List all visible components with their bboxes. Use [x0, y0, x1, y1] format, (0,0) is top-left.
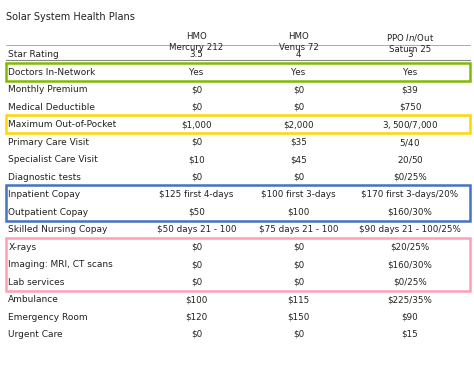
Text: $160/30%: $160/30% — [388, 260, 432, 269]
Text: $50: $50 — [188, 208, 205, 217]
Bar — [6, 115, 470, 134]
Text: $0: $0 — [293, 243, 304, 252]
Text: 3.5: 3.5 — [190, 50, 203, 59]
Text: $90 days 21 - 100/25%: $90 days 21 - 100/25% — [359, 225, 461, 234]
Text: Ambulance: Ambulance — [9, 295, 59, 304]
Text: $2,000: $2,000 — [283, 120, 314, 129]
Text: $20/$50: $20/$50 — [397, 154, 423, 165]
Text: $3,500/$7,000: $3,500/$7,000 — [382, 119, 438, 131]
Text: $120: $120 — [185, 313, 208, 321]
Text: Maximum Out-of-Pocket: Maximum Out-of-Pocket — [9, 120, 117, 129]
Text: HMO
Mercury 212: HMO Mercury 212 — [169, 32, 224, 52]
Text: $115: $115 — [287, 295, 310, 304]
Text: $0: $0 — [293, 277, 304, 287]
Bar — [6, 185, 470, 221]
Text: $20/25%: $20/25% — [391, 243, 429, 252]
Text: 4: 4 — [296, 50, 301, 59]
Text: Star Rating: Star Rating — [9, 50, 59, 59]
Text: Solar System Health Plans: Solar System Health Plans — [6, 12, 135, 22]
Text: $1,000: $1,000 — [181, 120, 212, 129]
Text: X-rays: X-rays — [9, 243, 36, 252]
Text: $100: $100 — [185, 295, 208, 304]
Text: $0/25%: $0/25% — [393, 277, 427, 287]
Text: $750: $750 — [399, 103, 421, 112]
Text: $0: $0 — [191, 260, 202, 269]
Text: $0: $0 — [293, 172, 304, 182]
Text: $35: $35 — [290, 138, 307, 147]
Text: $225/35%: $225/35% — [388, 295, 432, 304]
Text: Medical Deductible: Medical Deductible — [9, 103, 95, 112]
Text: $0: $0 — [191, 85, 202, 94]
Text: $10: $10 — [188, 155, 205, 164]
Text: PPO $In/$Out
Saturn 25: PPO $In/$Out Saturn 25 — [386, 32, 434, 54]
Text: $0: $0 — [293, 260, 304, 269]
Text: Outpatient Copay: Outpatient Copay — [9, 208, 89, 217]
Text: $160/30%: $160/30% — [388, 208, 432, 217]
Text: $75 days 21 - 100: $75 days 21 - 100 — [259, 225, 338, 234]
Text: $90: $90 — [401, 313, 419, 321]
Text: Yes: Yes — [189, 68, 203, 77]
Text: Specialist Care Visit: Specialist Care Visit — [9, 155, 98, 164]
Text: Lab services: Lab services — [9, 277, 65, 287]
Text: Primary Care Visit: Primary Care Visit — [9, 138, 90, 147]
Text: $0: $0 — [293, 85, 304, 94]
Text: Emergency Room: Emergency Room — [9, 313, 88, 321]
Text: $0: $0 — [293, 103, 304, 112]
Text: $0: $0 — [191, 330, 202, 339]
Text: $45: $45 — [290, 155, 307, 164]
Text: Urgent Care: Urgent Care — [9, 330, 63, 339]
Text: Inpatient Copay: Inpatient Copay — [9, 190, 81, 199]
Text: Yes: Yes — [403, 68, 417, 77]
Text: Monthly Premium: Monthly Premium — [9, 85, 88, 94]
Text: $39: $39 — [401, 85, 419, 94]
Text: $100: $100 — [287, 208, 310, 217]
Text: $170 first 3-days/20%: $170 first 3-days/20% — [362, 190, 458, 199]
Text: Skilled Nursing Copay: Skilled Nursing Copay — [9, 225, 108, 234]
Text: Diagnostic tests: Diagnostic tests — [9, 172, 81, 182]
Text: $125 first 4-days: $125 first 4-days — [159, 190, 234, 199]
Text: $15: $15 — [401, 330, 419, 339]
Text: $0/25%: $0/25% — [393, 172, 427, 182]
Text: $0: $0 — [293, 330, 304, 339]
Text: $100 first 3-days: $100 first 3-days — [261, 190, 336, 199]
Text: $0: $0 — [191, 277, 202, 287]
Text: Imaging: MRI, CT scans: Imaging: MRI, CT scans — [9, 260, 113, 269]
Text: $150: $150 — [287, 313, 310, 321]
Text: 3: 3 — [407, 50, 413, 59]
Text: $0: $0 — [191, 138, 202, 147]
Text: $5/$40: $5/$40 — [400, 137, 420, 148]
Text: $50 days 21 - 100: $50 days 21 - 100 — [157, 225, 236, 234]
Bar — [6, 63, 470, 81]
Bar — [6, 238, 470, 291]
Text: HMO
Venus 72: HMO Venus 72 — [279, 32, 319, 52]
Text: $0: $0 — [191, 243, 202, 252]
Text: $0: $0 — [191, 103, 202, 112]
Text: Yes: Yes — [292, 68, 306, 77]
Text: $0: $0 — [191, 172, 202, 182]
Text: Doctors In-Network: Doctors In-Network — [9, 68, 96, 77]
